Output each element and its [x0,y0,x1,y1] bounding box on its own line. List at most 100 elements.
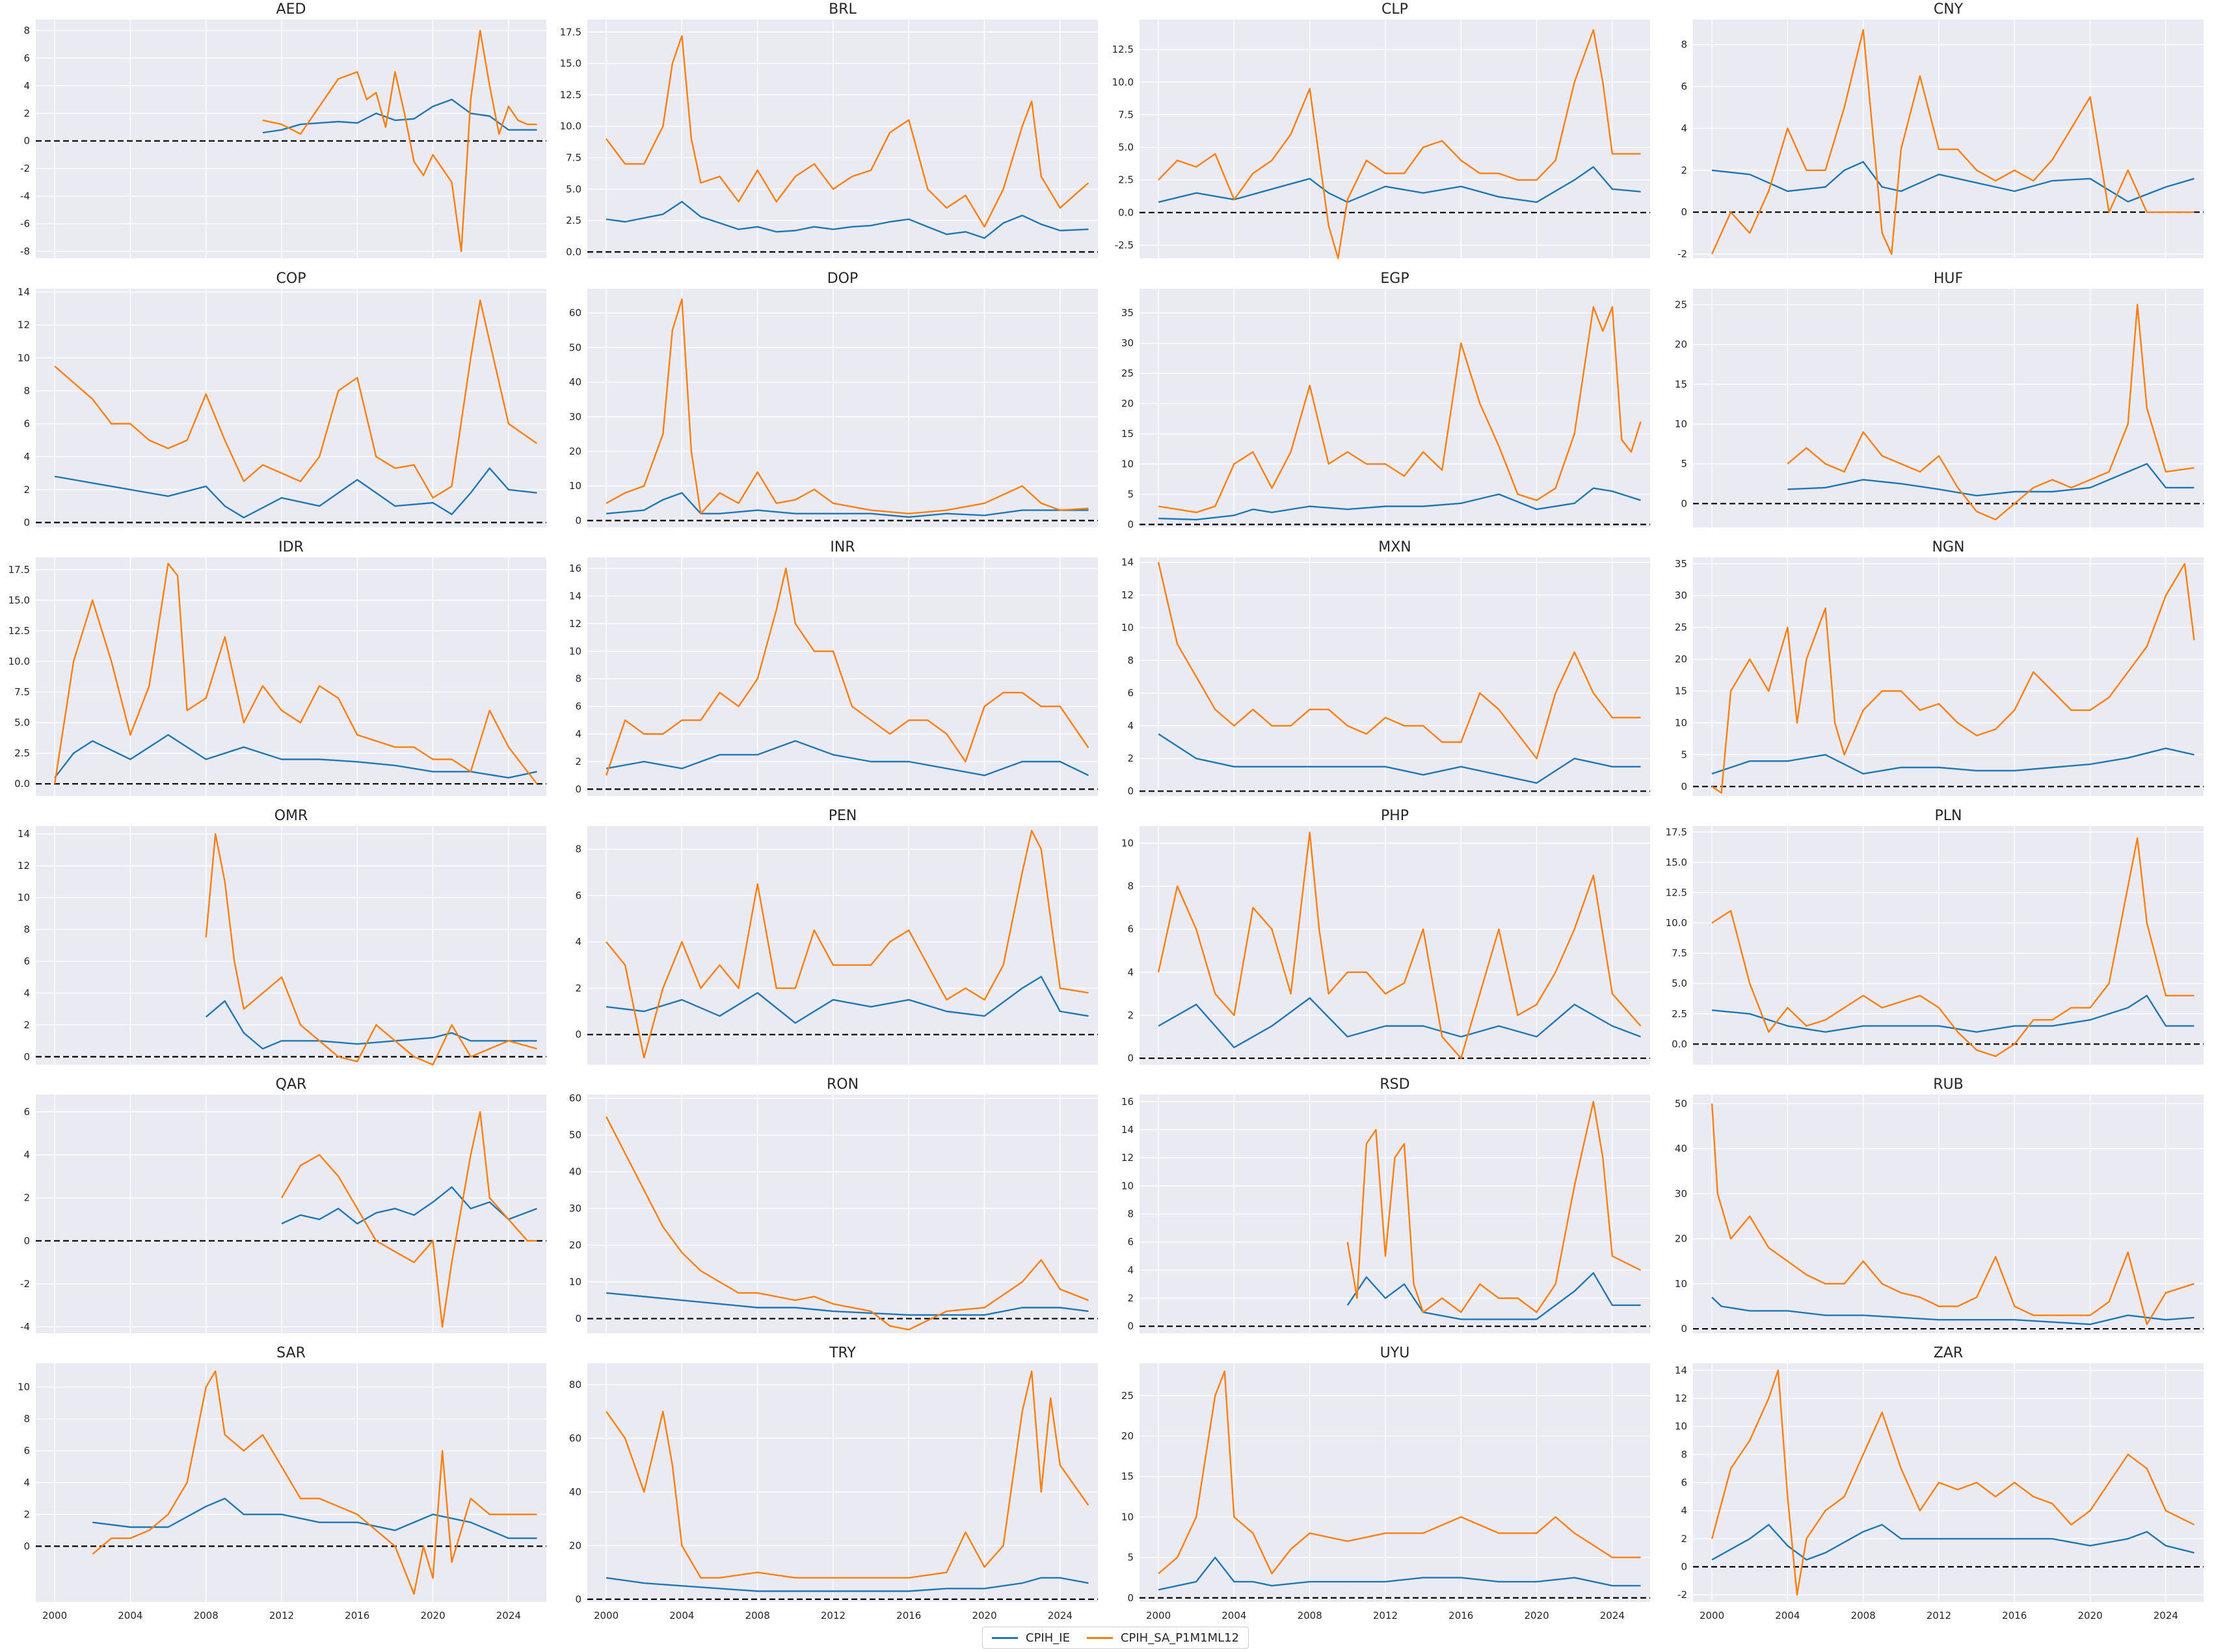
y-tick-label: -2.5 [1115,239,1134,251]
series-line-cpih-sa [53,563,538,784]
panel-pln: 0.0 2.5 5.0 7.5 10.0 12.5 15.0 17.5 PLN [1666,808,2204,1065]
plot-background [1140,289,1650,527]
y-tick-label: 20 [569,1539,581,1551]
plot-background [36,20,546,258]
x-tick-label: 2016 [1448,1610,1473,1621]
y-tick-label: 10 [1675,1420,1687,1432]
plot-background [36,557,546,796]
plot-background [587,20,1098,258]
y-tick-label: 6 [23,418,30,430]
y-tick-label: 2 [23,107,30,119]
plot-background [1693,20,2204,258]
plot-background [587,1095,1098,1333]
x-tick-label: 2000 [42,1610,67,1621]
x-tick-label: 2012 [1373,1610,1398,1621]
y-tick-label: 4 [23,987,30,999]
y-tick-label: 0 [23,1051,30,1063]
y-tick-label: 17.5 [560,26,581,38]
panel-title: RUB [1933,1076,1963,1093]
y-tick-label: 4 [23,80,30,92]
panel-title: AED [276,1,306,18]
panel-uyu: 0 5 10 15 20 25 2000 2004 2008 2012 2016 2020 2024 UY… [1121,1345,1650,1621]
y-tick-label: 8 [1127,1208,1134,1220]
panel-title: BRL [829,1,857,18]
y-tick-label: 60 [569,1093,581,1104]
plot-background [587,1363,1098,1602]
y-tick-label: 4 [1681,122,1687,134]
x-tick-label: 2000 [1146,1610,1171,1621]
y-tick-label: 30 [569,1203,581,1214]
y-tick-label: 14 [1121,557,1134,568]
y-tick-label: 6 [575,890,581,901]
x-tick-label: 2012 [1927,1610,1951,1621]
y-tick-label: 20 [1121,1430,1134,1442]
panel-egp: 0 5 10 15 20 25 30 35 EGP [1121,271,1650,530]
y-tick-label: 0 [575,1593,581,1605]
y-tick-label: 4 [575,936,581,948]
y-tick-label: 10 [1675,1278,1687,1290]
y-tick-label: 12 [1121,1152,1134,1164]
y-tick-label: 2.5 [1672,1008,1687,1020]
series-line-cpih-ie [606,1577,1089,1592]
series-line-cpih-sa [262,29,537,252]
x-tick-label: 2012 [269,1610,294,1621]
y-tick-label: 10 [18,352,30,364]
legend: CPIH_IE CPIH_SA_P1M1ML12 [982,1627,1249,1649]
y-tick-label: 2 [1127,1009,1134,1021]
y-tick-label: 2.5 [14,747,30,759]
y-tick-label: 5 [1127,1552,1134,1564]
y-tick-label: 25 [1121,1390,1134,1402]
y-tick-label: 2 [23,1192,30,1204]
y-tick-label: 8 [1127,654,1134,666]
series-line-cpih-sa [280,1111,537,1328]
y-tick-label: 5.0 [14,717,30,728]
y-tick-label: 17.5 [1666,826,1687,838]
series-line-cpih-sa [92,1370,537,1595]
panel-dop: 0 10 20 30 40 50 60 DOP [569,271,1098,527]
panel-clp: -2.5 0.0 2.5 5.0 7.5 10.0 12.5 CLP [1112,1,1650,260]
y-tick-label: 10 [1121,1180,1134,1192]
y-tick-label: -8 [20,245,30,257]
x-tick-label: 2000 [594,1610,619,1621]
panel-title: MXN [1378,539,1411,555]
y-tick-label: 6 [1681,1477,1687,1489]
y-tick-label: 20 [569,446,581,457]
y-tick-label: 50 [569,341,581,353]
y-tick-label: 2.5 [1118,174,1134,186]
y-tick-label: 10 [569,645,581,657]
y-tick-label: 8 [23,924,30,935]
y-tick-label: 20 [1121,398,1134,410]
series-line-cpih-ie [1346,1272,1641,1320]
y-tick-label: 0 [23,1540,30,1552]
series-line-cpih-sa [605,567,1089,776]
y-tick-label: 4 [1681,1505,1687,1517]
y-tick-label: 12 [1675,1392,1687,1404]
plot-background [1140,826,1650,1065]
y-tick-label: 5.0 [1118,142,1134,153]
panel-ron: 0 10 20 30 40 50 60 RON [569,1076,1098,1333]
series-line-cpih-ie [606,976,1089,1024]
y-tick-label: 14 [18,286,30,298]
series-line-cpih-ie [1711,161,2194,203]
series-line-cpih-ie [1158,166,1641,203]
x-tick-label: 2012 [821,1610,846,1621]
y-tick-label: 6 [23,955,30,967]
x-tick-label: 2024 [1048,1610,1073,1621]
x-tick-label: 2000 [1700,1610,1724,1621]
y-tick-label: 2.5 [566,215,581,226]
y-tick-label: 5.0 [566,183,581,195]
y-tick-label: 50 [1675,1098,1687,1110]
y-tick-label: 80 [569,1379,581,1391]
series-line-cpih-sa [1787,304,2194,520]
panel-title: CNY [1934,1,1964,18]
series-line-cpih-sa [54,299,538,499]
y-tick-label: 0.0 [1118,207,1134,219]
y-tick-label: 8 [1127,881,1134,892]
y-tick-label: 20 [1675,654,1687,665]
x-tick-label: 2004 [669,1610,694,1621]
y-tick-label: 10 [569,480,581,492]
y-tick-label: 17.5 [8,564,30,576]
panel-idr: 0.0 2.5 5.0 7.5 10.0 12.5 15.0 17.5 IDR [8,539,546,796]
y-tick-label: 0 [1681,780,1687,792]
